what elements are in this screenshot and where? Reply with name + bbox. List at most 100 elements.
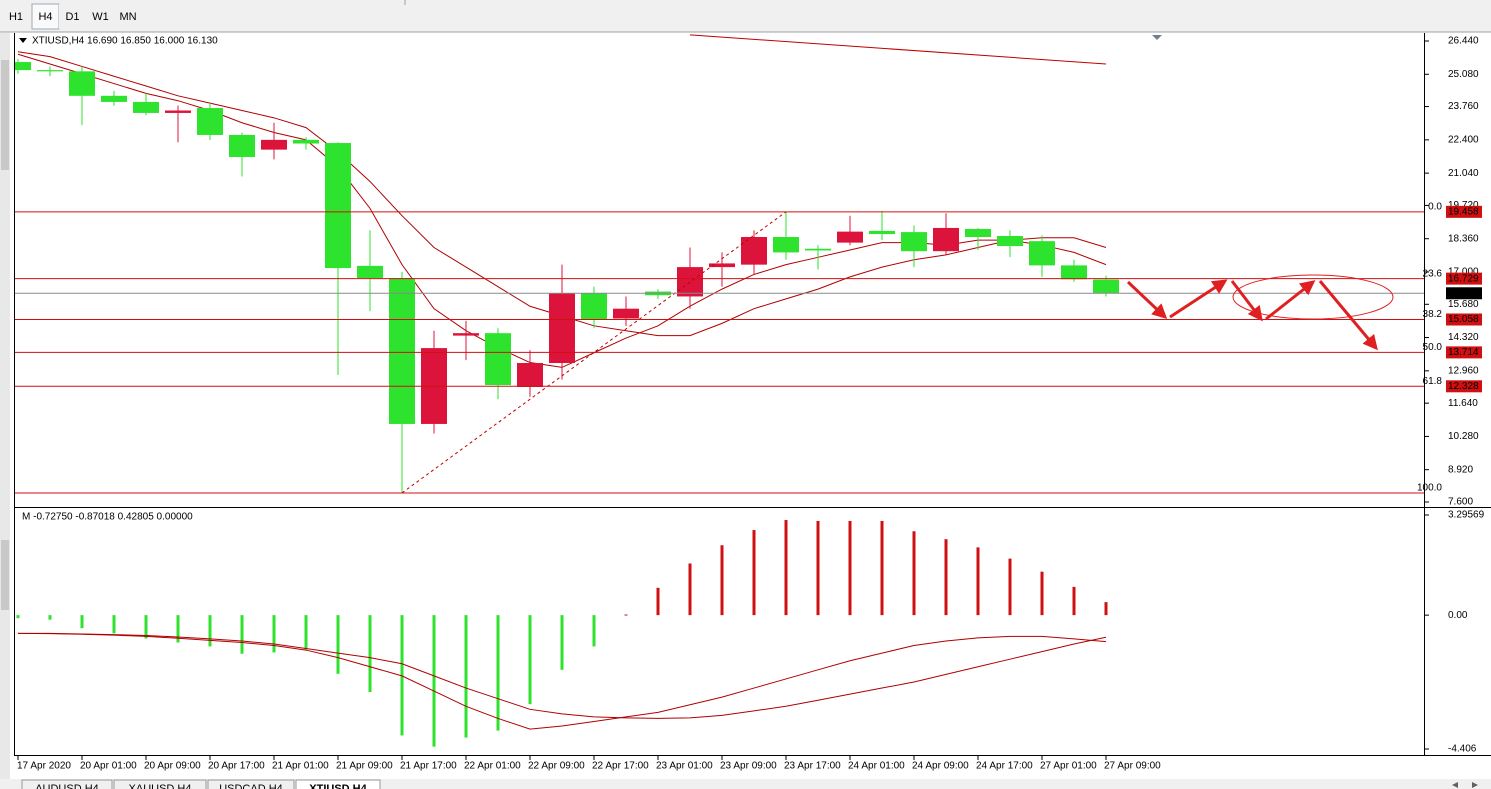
- x-tick-label: 21 Apr 17:00: [400, 761, 457, 772]
- fibo-price-box: [1446, 380, 1482, 393]
- price-panel: 7.600 8.920 10.280 11.640 12.960 14.320 15.680…: [15, 34, 1482, 508]
- candle-body: [229, 134, 255, 157]
- histogram-bar: [656, 587, 660, 616]
- candle-body: [517, 363, 543, 387]
- last-price-box: [1446, 287, 1482, 300]
- chart-menu-marker[interactable]: [19, 38, 27, 43]
- fibo-price-box: [1446, 205, 1482, 218]
- x-tick-label: 23 Apr 17:00: [784, 761, 841, 772]
- candle-body: [677, 267, 703, 297]
- histogram-bar: [368, 615, 372, 693]
- histogram-bar: [304, 615, 308, 650]
- candle-body: [1061, 265, 1087, 280]
- tab-label[interactable]: AUDUSD,H4: [35, 783, 99, 789]
- trend-line: [401, 211, 787, 494]
- histogram-bar: [240, 615, 244, 654]
- tab-label[interactable]: USDCAD,H4: [219, 783, 283, 789]
- candle-body: [773, 236, 799, 253]
- fibo-label: 61.8: [1423, 376, 1443, 387]
- y-tick-label: 15.680: [1448, 299, 1479, 310]
- plot-area: [16, 520, 1108, 747]
- histogram-bar: [464, 615, 468, 738]
- histogram-bar: [176, 615, 180, 643]
- tab-label[interactable]: XTIUSD,H4: [309, 783, 367, 789]
- histogram-bar: [80, 615, 84, 629]
- candle-body: [709, 263, 735, 268]
- annotation-ellipse: [1232, 274, 1394, 320]
- timeframe-label[interactable]: H4: [38, 11, 52, 23]
- histogram-bar: [432, 615, 436, 747]
- x-tick-label: 23 Apr 09:00: [720, 761, 777, 772]
- histogram-bar: [720, 545, 724, 616]
- candle-body: [389, 278, 415, 424]
- tab-scroll[interactable]: [1452, 782, 1478, 788]
- tab-label[interactable]: XAUUSD,H4: [129, 783, 192, 789]
- scrollbar-thumb[interactable]: [1, 60, 9, 170]
- timeframe-button[interactable]: [87, 4, 114, 29]
- histogram-bar: [848, 520, 852, 616]
- timeframe-label[interactable]: MN: [119, 11, 136, 23]
- candle-body: [581, 293, 607, 320]
- candle-body: [1093, 279, 1119, 294]
- annotation-arrows: [1126, 279, 1378, 351]
- tab[interactable]: [295, 779, 381, 789]
- histogram-bar: [592, 615, 596, 647]
- x-tick-label: 22 Apr 01:00: [464, 761, 521, 772]
- scrollbar-thumb[interactable]: [1, 540, 9, 610]
- candle-body: [325, 143, 351, 269]
- timeframe-label[interactable]: W1: [92, 11, 109, 23]
- tab[interactable]: [21, 779, 113, 789]
- histogram-bar: [272, 615, 276, 653]
- timeframe-button[interactable]: [114, 4, 142, 29]
- histogram-bar: [624, 614, 628, 616]
- histogram-bar: [112, 615, 116, 634]
- candle-body: [453, 333, 479, 336]
- y-tick-label: 0.00: [1448, 610, 1468, 621]
- candle-body: [549, 293, 575, 364]
- fibo-price: 13.714: [1448, 347, 1479, 358]
- candle-body: [837, 231, 863, 243]
- arrow: [1318, 280, 1378, 351]
- histogram-bar: [400, 615, 404, 736]
- x-tick-label: 27 Apr 09:00: [1104, 761, 1161, 772]
- fibo-price-box: [1446, 346, 1482, 359]
- shift-marker: [1152, 35, 1162, 40]
- candle-body: [69, 71, 95, 96]
- fibo-label: 0.0: [1428, 201, 1442, 212]
- tab[interactable]: [113, 779, 207, 789]
- candle-body: [165, 110, 191, 113]
- histogram-bar: [976, 547, 980, 616]
- histogram-bar: [48, 615, 52, 620]
- candle-body: [613, 308, 639, 319]
- arrow: [1169, 279, 1228, 319]
- histogram-bar: [880, 520, 884, 616]
- arrow: [1265, 280, 1316, 321]
- x-tick-label: 20 Apr 09:00: [144, 761, 201, 772]
- trend-line: [689, 34, 1107, 65]
- y-tick-label: 3.29569: [1448, 510, 1485, 521]
- timeframe-button[interactable]: [59, 4, 86, 29]
- y-tick-label: 17.000: [1448, 267, 1479, 278]
- y-tick-label: -4.406: [1448, 744, 1477, 755]
- arrow: [1230, 280, 1263, 322]
- histogram-bar: [144, 615, 148, 639]
- histogram-bar: [1072, 586, 1076, 616]
- candle-body: [741, 236, 767, 265]
- candle-body: [805, 248, 831, 251]
- histogram-bar: [752, 530, 756, 616]
- fibo-price-box: [1446, 313, 1482, 326]
- histogram-bar: [784, 520, 788, 616]
- timeframe-label[interactable]: H1: [9, 11, 23, 23]
- y-tick-label: 7.600: [1448, 497, 1473, 508]
- x-tick-label: 24 Apr 17:00: [976, 761, 1033, 772]
- timeframe-label[interactable]: D1: [65, 11, 79, 23]
- plot-area: [15, 34, 1119, 494]
- indicator-panel: -4.406 0.00 3.29569 M -0.72750 -0.87018 0.4…: [16, 510, 1485, 755]
- candle-body: [933, 227, 959, 252]
- indicator-line: [17, 632, 1107, 730]
- fibo-label: 38.2: [1423, 309, 1443, 320]
- timeframe-button[interactable]: [1, 4, 31, 29]
- tab[interactable]: [207, 779, 295, 789]
- scrollbar: [0, 33, 10, 780]
- histogram-bar: [496, 615, 500, 731]
